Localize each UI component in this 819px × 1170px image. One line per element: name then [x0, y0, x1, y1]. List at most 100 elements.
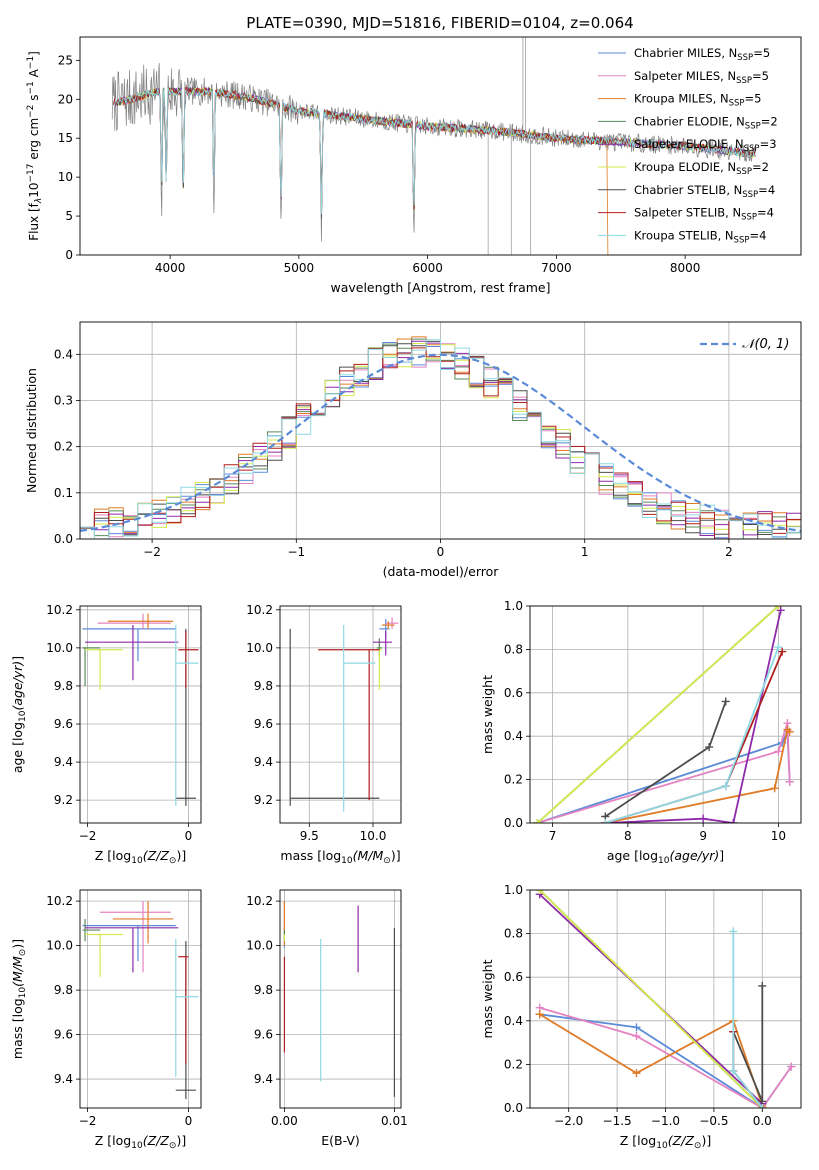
y-tick-label: 0.1	[54, 486, 73, 500]
weight-marker	[729, 927, 738, 936]
y-tick-label: 0.0	[504, 1101, 523, 1115]
x-tick-label: 1	[581, 545, 589, 559]
y-axis-label: mass weight	[480, 959, 495, 1038]
errorbar-kroupa-stelib	[175, 625, 199, 806]
weight-marker	[785, 777, 794, 786]
axes-frame	[79, 321, 802, 540]
x-axis-label: Z [log10(Z/Z⊙)]	[95, 1133, 186, 1151]
x-tick-label: 9	[699, 829, 707, 843]
y-axis-label: mass weight	[480, 675, 495, 754]
x-axis-label: mass [log10(M/M⊙)]	[280, 848, 400, 866]
errorbar-kroupa-stelib	[175, 938, 199, 1077]
mass-weight-vs-age-panel: 7 8 9 10 0.0 0.2 0.4 0.6 0.8 1.0 age [log10(age/yr…	[480, 599, 802, 866]
y-tick-label: 0.4	[504, 1014, 523, 1028]
legend-entry: Kroupa MILES, NSSP=5	[634, 92, 761, 109]
y-tick-label: 9.8	[254, 983, 273, 997]
weight-line	[539, 890, 763, 1108]
y-tick-label: 9.4	[254, 755, 273, 769]
weight-marker	[758, 1104, 767, 1108]
y-tick-label: 9.8	[254, 679, 273, 693]
y-tick-label: 9.2	[54, 793, 73, 807]
x-tick-label: 5000	[284, 261, 315, 275]
weight-marker	[721, 697, 730, 706]
weight-line	[536, 606, 780, 823]
y-tick-label: 10.2	[246, 894, 273, 908]
y-tick-label: 0.2	[54, 440, 73, 454]
y-tick-label: 1.0	[504, 883, 523, 897]
errorbar-salpeter-stelib	[318, 649, 380, 801]
weight-marker	[705, 743, 714, 752]
y-tick-label: 0	[65, 248, 73, 262]
axes-frame	[279, 605, 402, 824]
x-tick-label: 4000	[155, 261, 186, 275]
weight-line	[537, 722, 791, 823]
series-kroupa-stelib	[601, 643, 783, 823]
weight-marker	[601, 819, 610, 823]
x-tick-label: 10.0	[360, 829, 387, 843]
x-tick-label: 7000	[541, 261, 572, 275]
y-axis-label: mass [log10(M/M⊙)]	[10, 939, 28, 1059]
y-axis-label: age [log10(age/yr)]	[10, 656, 28, 773]
series-kroupa-elodie	[533, 606, 783, 823]
errorbar-kroupa-stelib	[343, 625, 376, 812]
weight-marker	[721, 782, 730, 791]
model-line-chabrier-stelib	[113, 86, 756, 220]
y-tick-label: 9.6	[254, 717, 273, 731]
mass-vs-metallicity-panel: −2 0 9.4 9.6 9.8 10.0 10.2 Z [log10(Z/Z⊙)] mass …	[10, 889, 202, 1151]
errorbar-salpeter-stelib	[178, 956, 189, 1064]
weight-marker	[729, 819, 738, 823]
series-kroupa-elodie	[535, 890, 767, 1108]
legend-entry: Chabrier ELODIE, NSSP=2	[634, 114, 778, 131]
axes-frame	[529, 889, 802, 1109]
errorbar-kroupa-elodie	[376, 649, 382, 690]
legend-entry: Salpeter STELIB, NSSP=4	[634, 206, 774, 223]
weight-line	[539, 1006, 793, 1108]
x-tick-label: 0.00	[271, 1114, 298, 1128]
y-tick-label: 9.8	[54, 679, 73, 693]
y-tick-label: 15	[58, 131, 73, 145]
y-tick-label: 9.4	[254, 1072, 273, 1086]
weight-marker	[632, 1023, 641, 1032]
errorbar-chabrier-stelib	[289, 628, 380, 806]
errorbar-chabrier-miles	[82, 628, 176, 662]
weight-marker	[535, 1010, 544, 1019]
model-line-kroupa-elodie	[113, 86, 756, 218]
y-tick-label: 9.6	[254, 1028, 273, 1042]
y-tick-label: 10.2	[246, 603, 273, 617]
y-tick-label: 5	[65, 209, 73, 223]
series-chabrier-stelib	[729, 981, 767, 1106]
y-tick-label: 10	[58, 170, 73, 184]
weight-line	[604, 701, 727, 818]
errorbar-salpeter-elodie	[85, 625, 179, 681]
y-axis-label: Flux [fλ10−17 erg cm−2 s−1 A−1]	[26, 51, 44, 241]
model-line-salpeter-elodie	[113, 86, 756, 217]
weight-marker	[699, 814, 708, 823]
mass-vs-ebv-panel: 0.00 0.01 9.4 9.6 9.8 10.0 10.2 E(B-V)	[246, 889, 408, 1148]
weight-line	[605, 610, 782, 823]
x-tick-label: −2	[143, 545, 161, 559]
y-tick-label: 20	[58, 92, 73, 106]
weight-marker	[774, 606, 783, 610]
x-tick-label: 0	[185, 1114, 193, 1128]
y-tick-label: 10.0	[46, 939, 73, 953]
errorbar-salpeter-elodie	[372, 630, 393, 656]
x-tick-label: 2	[725, 545, 733, 559]
x-tick-label: −2	[79, 1114, 97, 1128]
x-axis-label: E(B-V)	[321, 1133, 360, 1148]
y-tick-label: 9.6	[54, 1028, 73, 1042]
axes-frame	[529, 605, 802, 824]
y-tick-label: 10.0	[46, 641, 73, 655]
model-line-kroupa-stelib	[113, 87, 756, 215]
y-tick-label: 0.4	[504, 729, 523, 743]
y-tick-label: 0.0	[54, 532, 73, 546]
x-tick-label: 0	[437, 545, 445, 559]
model-line-salpeter-miles	[113, 86, 756, 220]
x-axis-label: Z [log10(Z/Z⊙)]	[620, 1133, 711, 1151]
y-tick-label: 1.0	[504, 599, 523, 613]
weight-marker	[785, 727, 794, 736]
x-tick-label: 0.01	[381, 1114, 408, 1128]
legend-entry: Salpeter ELODIE, NSSP=3	[634, 137, 777, 154]
series-kroupa-miles	[535, 1010, 767, 1108]
x-tick-label: 8000	[670, 261, 701, 275]
